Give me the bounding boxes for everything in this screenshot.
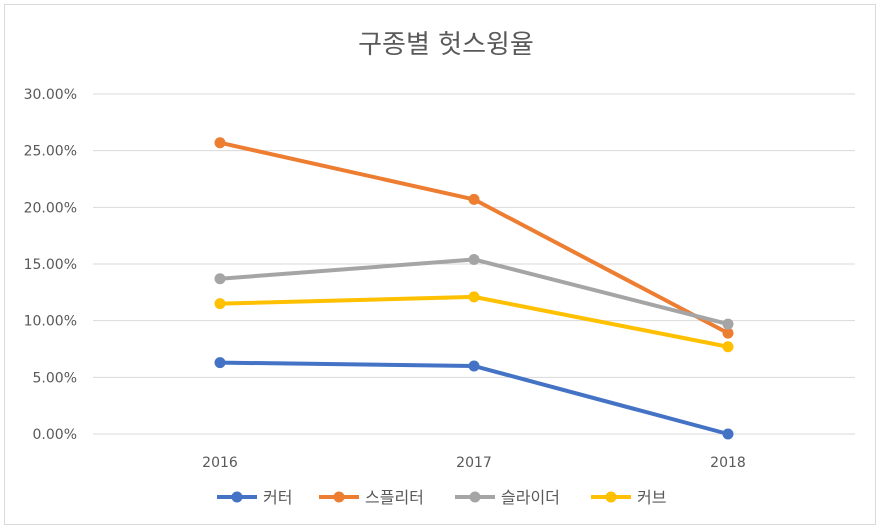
legend-marker: [605, 491, 617, 503]
data-point: [468, 253, 480, 265]
data-point: [468, 291, 480, 303]
data-point: [214, 137, 226, 149]
series-3: [214, 291, 734, 353]
legend-marker: [231, 491, 243, 503]
legend-marker: [333, 491, 345, 503]
y-tick-label: 20.00%: [24, 200, 77, 216]
data-point: [722, 341, 734, 353]
legend-label: 스플리터: [365, 488, 424, 507]
x-tick-label: 2017: [456, 455, 492, 471]
legend-item[interactable]: 슬라이더: [455, 488, 560, 507]
legend-label: 커터: [263, 488, 292, 507]
data-point: [214, 357, 226, 369]
y-tick-label: 15.00%: [24, 257, 77, 273]
data-point: [722, 318, 734, 330]
y-tick-label: 0.00%: [33, 427, 77, 443]
data-point: [468, 193, 480, 205]
data-point: [722, 428, 734, 440]
chart-title: 구종별 헛스윙율: [358, 30, 534, 60]
series-line: [218, 360, 730, 436]
data-point: [214, 298, 226, 310]
y-tick-label: 5.00%: [33, 370, 77, 386]
y-tick-label: 10.00%: [24, 314, 77, 330]
data-point: [468, 360, 480, 372]
y-tick-label: 30.00%: [24, 87, 77, 103]
x-tick-label: 2018: [710, 455, 746, 471]
legend-label: 커브: [637, 488, 666, 507]
y-axis-ticks: 0.00% 5.00% 10.00% 15.00% 20.00% 25.00% 30.00%: [24, 87, 77, 443]
chart-frame: 구종별 헛스윙율 0.00% 5.00% 10.00% 15.00% 20.00% 25.…: [4, 4, 876, 525]
data-point: [722, 327, 734, 339]
series-2: [214, 253, 734, 330]
legend-item[interactable]: 스플리터: [319, 488, 424, 507]
series-layer: [214, 137, 734, 440]
y-tick-label: 25.00%: [24, 144, 77, 160]
legend: 커터 스플리터 슬라이더 커브: [217, 488, 666, 507]
data-point: [214, 273, 226, 285]
x-axis-ticks: 2016 2017 2018: [202, 455, 746, 471]
legend-item[interactable]: 커브: [591, 488, 666, 507]
legend-label: 슬라이더: [501, 488, 560, 507]
x-tick-label: 2016: [202, 455, 238, 471]
legend-marker: [469, 491, 481, 503]
line-chart: 구종별 헛스윙율 0.00% 5.00% 10.00% 15.00% 20.00% 25.…: [24, 30, 855, 507]
series-0: [214, 357, 734, 440]
legend-item[interactable]: 커터: [217, 488, 292, 507]
series-1: [214, 137, 734, 339]
gridlines: [93, 93, 855, 435]
